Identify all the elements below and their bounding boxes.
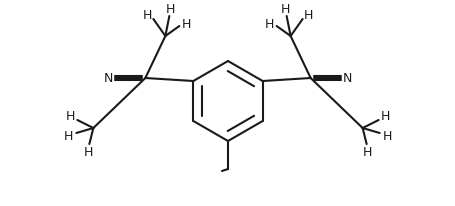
Text: H: H	[303, 8, 313, 21]
Text: H: H	[165, 2, 175, 15]
Text: H: H	[382, 129, 391, 142]
Text: H: H	[380, 110, 389, 123]
Text: H: H	[64, 129, 73, 142]
Text: H: H	[280, 2, 290, 15]
Text: N: N	[342, 72, 352, 85]
Text: H: H	[66, 110, 75, 123]
Text: H: H	[362, 145, 372, 158]
Text: H: H	[83, 145, 93, 158]
Text: H: H	[181, 18, 191, 30]
Text: H: H	[142, 8, 152, 21]
Text: H: H	[264, 18, 274, 30]
Text: N: N	[103, 72, 113, 85]
